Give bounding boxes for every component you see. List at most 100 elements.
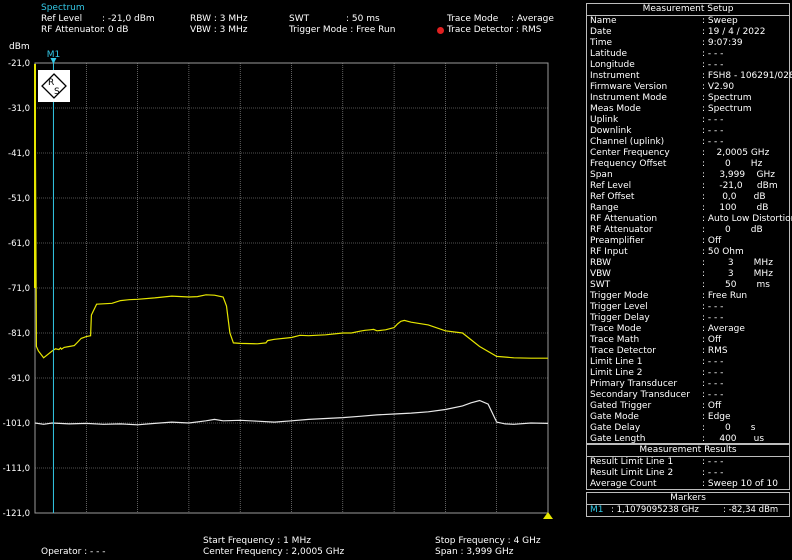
setup-row-value: : - - - xyxy=(702,357,724,367)
setup-row: Downlink: - - - xyxy=(590,126,788,137)
setup-row-label: Longitude xyxy=(590,60,635,70)
setup-row: SWT : 50 ms xyxy=(590,280,788,291)
setup-row-value: : - - - xyxy=(702,49,724,59)
y-tick-label: -41,0 xyxy=(8,149,30,159)
setup-row: Frequency Offset: 0 Hz xyxy=(590,159,788,170)
y-tick-label: -81,0 xyxy=(8,329,30,339)
setup-row-label: Trigger Mode xyxy=(590,291,649,301)
setup-row: Preamplifier : Off xyxy=(590,236,788,247)
setup-row-label: Range xyxy=(590,203,619,213)
results-row: Average Count: Sweep 10 of 10 xyxy=(590,479,788,490)
setup-row-label: Uplink xyxy=(590,115,619,125)
vbw-label: VBW : 3 MHz xyxy=(190,25,248,35)
setup-row-label: Trigger Level xyxy=(590,302,648,312)
setup-row-label: Trace Math xyxy=(590,335,640,345)
setup-row: Longitude: - - - xyxy=(590,60,788,71)
measurement-setup-title: Measurement Setup xyxy=(587,4,789,16)
markers-panel: Markers M1 : 1,1079095238 GHz : -82,34 d… xyxy=(586,492,790,517)
setup-row-label: Secondary Transducer xyxy=(590,390,690,400)
setup-row-value: : Auto Low Distortion xyxy=(702,214,792,224)
setup-row: Firmware Version: V2.90 xyxy=(590,82,788,93)
setup-row-label: RF Attenuator xyxy=(590,225,653,235)
y-tick-label: -21,0 xyxy=(8,59,30,69)
setup-row: Trigger Level : - - - xyxy=(590,302,788,313)
setup-row-label: Latitude xyxy=(590,49,628,59)
setup-row-label: Gate Mode xyxy=(590,412,639,422)
marker-m1-frequency: : 1,1079095238 GHz xyxy=(611,505,699,515)
setup-row-value: : 50 ms xyxy=(702,280,770,290)
setup-row-label: Gated Trigger xyxy=(590,401,652,411)
rf-att-label: RF Attenuator xyxy=(41,25,104,35)
y-tick-label: -51,0 xyxy=(8,194,30,204)
trace-mode-value: : Average xyxy=(511,14,554,24)
setup-row: Gate Delay: 0 s xyxy=(590,423,788,434)
setup-row-label: Limit Line 2 xyxy=(590,368,643,378)
setup-row-label: Channel (uplink) xyxy=(590,137,665,147)
setup-row-value: : - - - xyxy=(702,115,724,125)
setup-row: Name: Sweep xyxy=(590,16,788,27)
setup-row-value: : - - - xyxy=(702,379,724,389)
setup-row-label: VBW xyxy=(590,269,611,279)
setup-row: Range : 100 dB xyxy=(590,203,788,214)
setup-row: Center Frequency : 2,0005 GHz xyxy=(590,148,788,159)
setup-row-label: RF Input xyxy=(590,247,628,257)
setup-row: Gate Length: 400 us xyxy=(590,434,788,445)
setup-row-label: Instrument Mode xyxy=(590,93,667,103)
setup-row: Trigger Mode: Free Run xyxy=(590,291,788,302)
y-tick-label: -111,0 xyxy=(3,464,30,474)
setup-row: RF Attenuator : 0 dB xyxy=(590,225,788,236)
trace-detector-dot-icon xyxy=(437,27,444,34)
setup-row: Trace Detector: RMS xyxy=(590,346,788,357)
setup-row-label: Center Frequency xyxy=(590,148,670,158)
setup-row-value: : Spectrum xyxy=(702,93,752,103)
setup-row-value: : 0 dB xyxy=(702,225,763,235)
setup-row-label: Preamplifier xyxy=(590,236,645,246)
results-row: Result Limit Line 2: - - - xyxy=(590,468,788,479)
setup-row: Date: 19 / 4 / 2022 xyxy=(590,27,788,38)
y-tick-label: -101,0 xyxy=(3,419,30,429)
setup-row: Span: 3,999 GHz xyxy=(590,170,788,181)
setup-row-label: Trace Mode xyxy=(590,324,642,334)
y-tick-label: -71,0 xyxy=(8,284,30,294)
setup-row-value: : 0 Hz xyxy=(702,159,763,169)
setup-row-value: : 3 MHz xyxy=(702,258,773,268)
setup-row-label: Trigger Delay xyxy=(590,313,650,323)
setup-row-value: : Edge xyxy=(702,412,731,422)
setup-row-value: : 0,0 dB xyxy=(702,192,766,202)
y-unit-label: dBm xyxy=(9,42,30,52)
setup-row-label: RBW xyxy=(590,258,612,268)
measurement-results-title: Measurement Results xyxy=(587,445,789,457)
setup-row-label: Gate Length xyxy=(590,434,646,444)
setup-row-value: : 2,0005 GHz xyxy=(702,148,770,158)
setup-row-value: : - - - xyxy=(702,137,724,147)
y-tick-label: -91,0 xyxy=(8,374,30,384)
setup-row-value: : Sweep xyxy=(702,16,738,26)
y-tick-label: -121,0 xyxy=(3,509,30,519)
operator-label: Operator : - - - xyxy=(41,547,106,557)
results-row-value: : - - - xyxy=(702,457,724,467)
setup-row-value: : - - - xyxy=(702,302,724,312)
setup-row-label: SWT xyxy=(590,280,611,290)
setup-row: Gated Trigger: Off xyxy=(590,401,788,412)
markers-title: Markers xyxy=(587,493,789,505)
setup-row-value: : Off xyxy=(702,236,722,246)
spectrum-chart[interactable]: -21,0 -31,0 -41,0 -51,0 -61,0 -71,0 -81,0 -91,0… xyxy=(0,0,580,545)
setup-row: Instrument Mode : Spectrum xyxy=(590,93,788,104)
results-row-value: : Sweep 10 of 10 xyxy=(702,479,778,489)
center-frequency: Center Frequency : 2,0005 GHz xyxy=(203,547,345,557)
measurement-setup-panel: Measurement Setup Name: Sweep Date: 19 / … xyxy=(586,3,792,445)
setup-row-label: Date xyxy=(590,27,612,37)
results-row-value: : - - - xyxy=(702,468,724,478)
setup-row: RF Attenuation: Auto Low Distortion xyxy=(590,214,792,225)
setup-row-value: : V2.90 xyxy=(702,82,735,92)
rbw-label: RBW : 3 MHz xyxy=(190,14,248,24)
setup-row-label: Limit Line 1 xyxy=(590,357,643,367)
results-row: Result Limit Line 1: - - - xyxy=(590,457,788,468)
y-tick-label: -61,0 xyxy=(8,239,30,249)
setup-row: Meas Mode: Spectrum xyxy=(590,104,788,115)
setup-row: Ref Level: -21,0 dBm xyxy=(590,181,788,192)
marker-m1-level: : -82,34 dBm xyxy=(723,505,779,515)
setup-row-label: Trace Detector xyxy=(590,346,656,356)
svg-text:S: S xyxy=(54,87,60,97)
setup-row-value: : 100 dB xyxy=(702,203,769,213)
